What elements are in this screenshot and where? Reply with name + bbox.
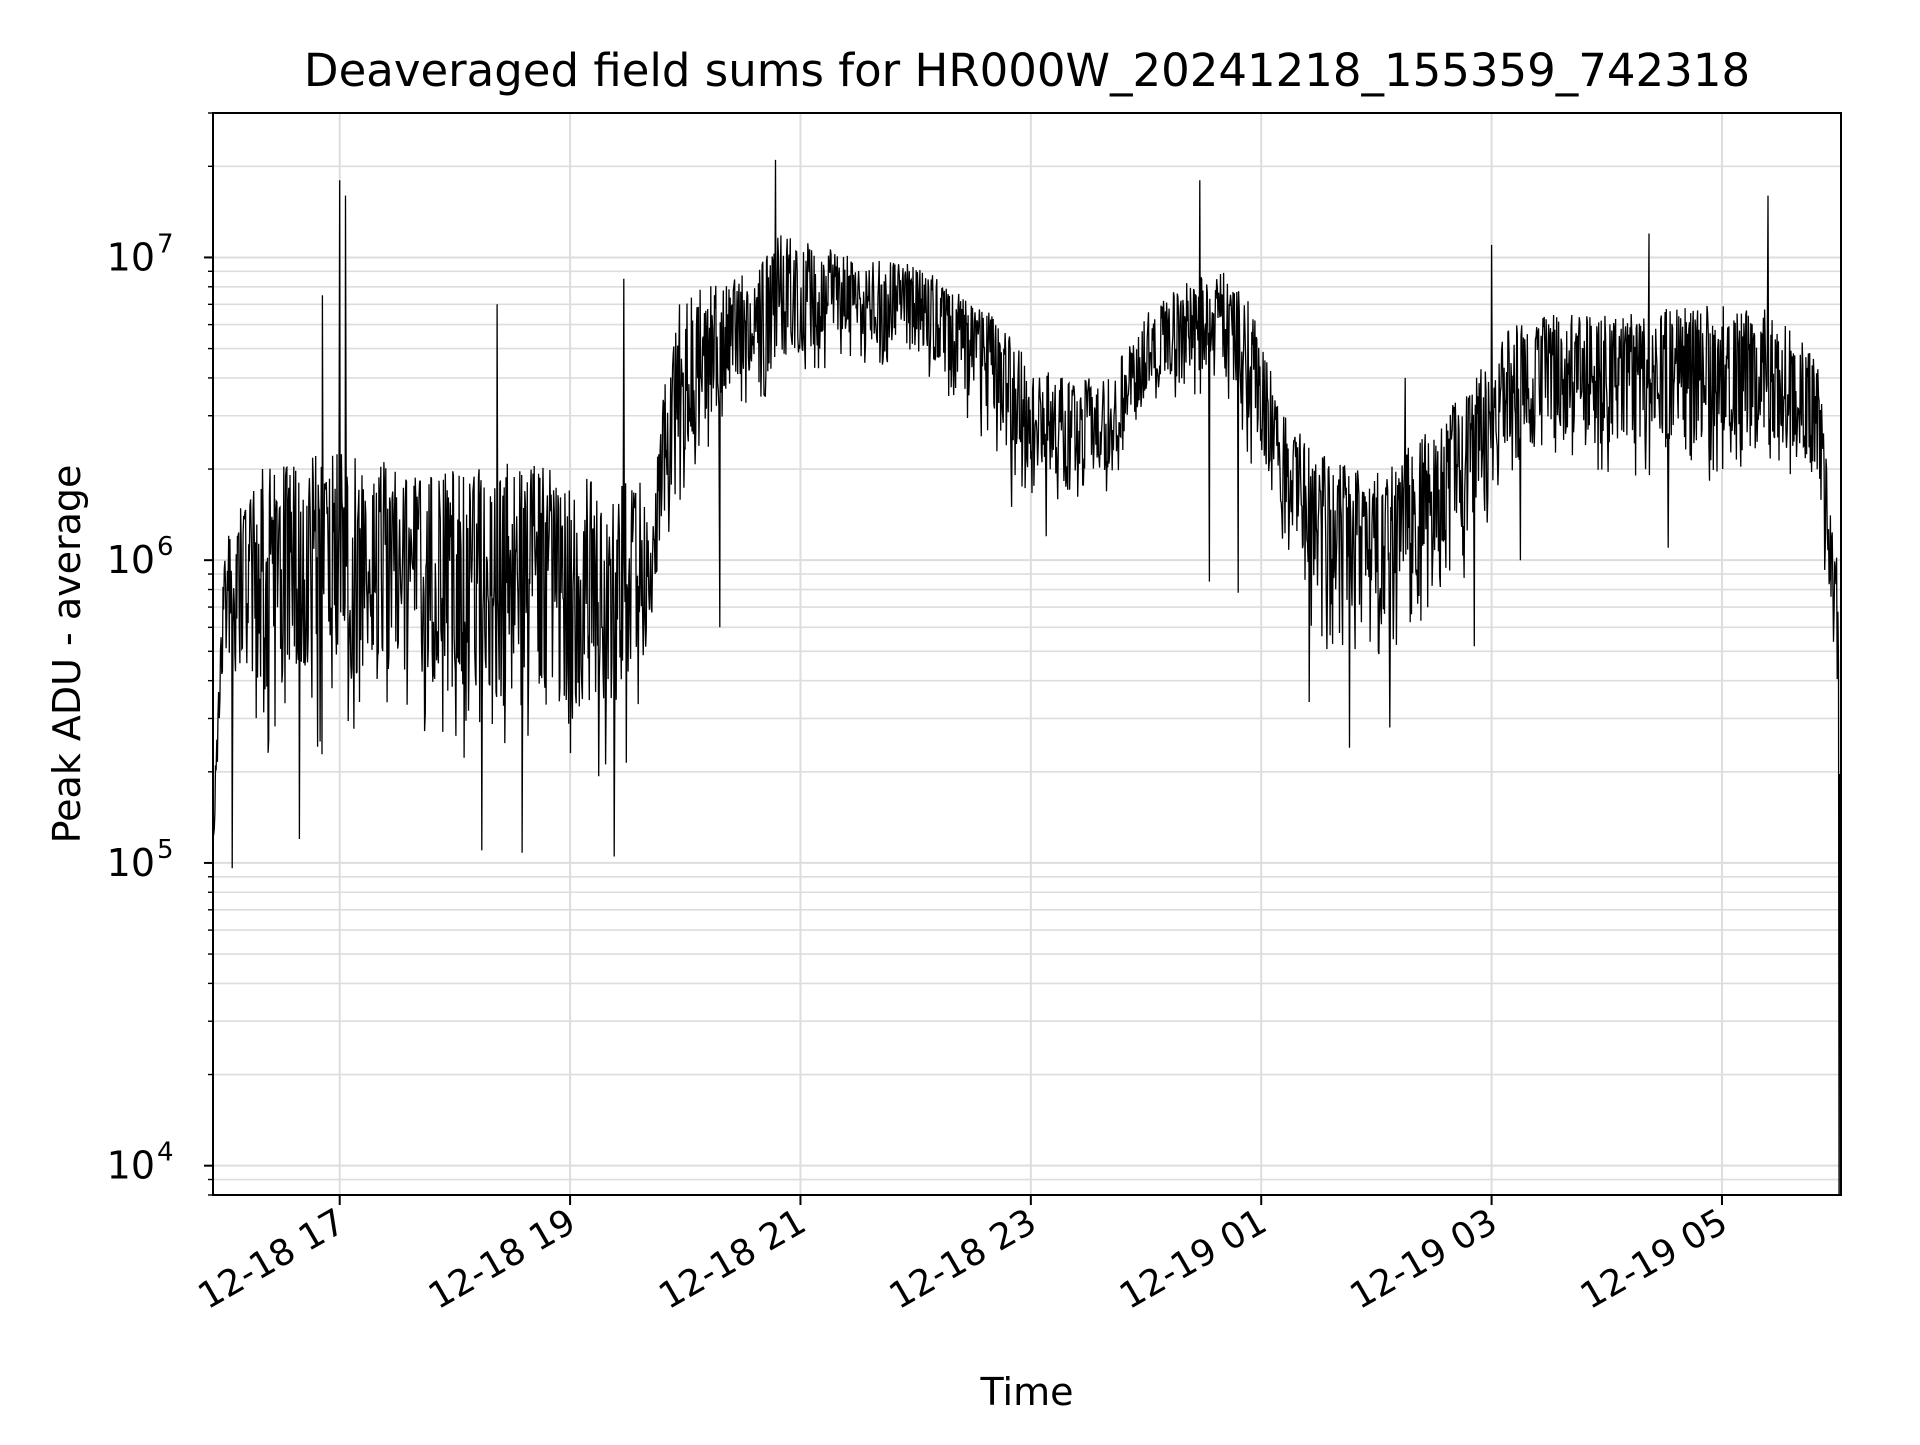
x-axis-label: Time (980, 1370, 1074, 1414)
y-tick-label: 10 (107, 841, 155, 885)
y-tick-label: 10 (107, 538, 155, 582)
y-tick-label: 10 (107, 235, 155, 279)
grid-layer (213, 112, 1841, 1196)
x-tick-label: 12-18 23 (883, 1201, 1044, 1317)
x-tick-label: 12-18 19 (422, 1201, 583, 1317)
y-axis-label: Peak ADU - average (45, 465, 89, 844)
y-tick-exponent: 4 (157, 1138, 174, 1168)
y-tick-exponent: 7 (157, 229, 174, 259)
series-line (213, 159, 1841, 1195)
y-tick-label: 10 (107, 1144, 155, 1188)
x-tick-label: 12-18 17 (192, 1201, 353, 1317)
x-tick-label: 12-19 03 (1343, 1201, 1504, 1317)
y-tick-exponent: 5 (157, 835, 174, 865)
chart-title: Deaveraged field sums for HR000W_2024121… (304, 44, 1750, 97)
plot-layer (213, 159, 1841, 1195)
x-tick-label: 12-18 21 (652, 1201, 813, 1317)
x-tick-label: 12-19 05 (1574, 1201, 1735, 1317)
y-tick-exponent: 6 (157, 532, 174, 562)
x-tick-label: 12-19 01 (1113, 1201, 1274, 1317)
plot-frame (212, 112, 1842, 1196)
